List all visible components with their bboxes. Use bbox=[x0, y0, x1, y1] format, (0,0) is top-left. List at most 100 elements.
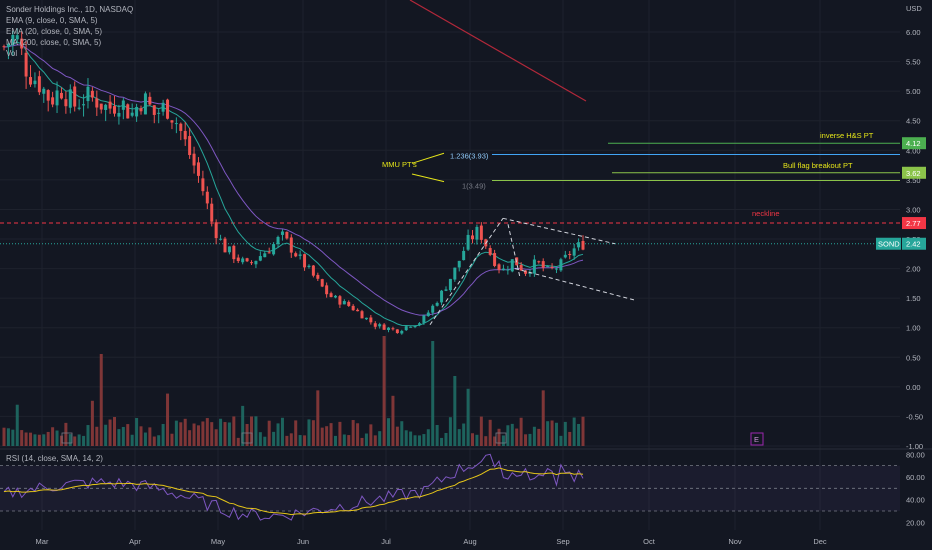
candle-up bbox=[417, 323, 421, 325]
annotations: inverse H&S PT Bull flag breakout PT neckl… bbox=[61, 131, 874, 446]
price-badge-value: 2.77 bbox=[906, 219, 921, 228]
candle-up bbox=[280, 231, 284, 235]
price-badge bbox=[902, 217, 926, 230]
ema-fast-line bbox=[3, 41, 584, 327]
candle-down bbox=[59, 92, 63, 99]
volume-bar bbox=[466, 388, 470, 446]
volume-bar bbox=[73, 436, 77, 446]
candle-up bbox=[276, 236, 280, 245]
candle-down bbox=[170, 120, 174, 123]
volume-bar bbox=[272, 431, 276, 446]
axes: USD6.005.505.004.504.003.503.002.502.001… bbox=[36, 4, 926, 546]
candle-down bbox=[99, 103, 103, 110]
candle-down bbox=[95, 98, 99, 108]
volume-bar bbox=[546, 421, 550, 446]
candle-up bbox=[307, 265, 311, 268]
volume-bar bbox=[320, 427, 324, 446]
time-tick-label: May bbox=[211, 537, 225, 546]
candle-down bbox=[37, 76, 41, 93]
volume-bar bbox=[104, 424, 108, 446]
volume-bar bbox=[170, 433, 174, 446]
volume-bar bbox=[338, 421, 342, 446]
candle-up bbox=[157, 112, 161, 114]
volume-bar bbox=[444, 432, 448, 446]
volume-bar bbox=[37, 434, 41, 446]
volume-bar bbox=[493, 436, 497, 446]
candle-down bbox=[356, 309, 360, 312]
volume-bar bbox=[298, 435, 302, 446]
rsi-tick-label: 60.00 bbox=[906, 473, 925, 482]
candle-up bbox=[546, 266, 550, 268]
candle-up bbox=[440, 290, 444, 303]
volume-bar bbox=[285, 435, 289, 446]
rsi-ma-line bbox=[3, 467, 584, 516]
legend-ema-slow[interactable]: EMA (20, close, 0, SMA, 5) bbox=[6, 27, 103, 36]
volume-bar bbox=[426, 429, 430, 446]
candle-up bbox=[435, 302, 439, 306]
candle-up bbox=[457, 260, 461, 268]
candle-up bbox=[453, 267, 457, 280]
volume-bar bbox=[276, 423, 280, 446]
volume-bar bbox=[196, 425, 200, 446]
level-lines bbox=[0, 142, 900, 245]
legend-title: Sonder Holdings Inc., 1D, NASDAQ bbox=[6, 5, 134, 14]
candle-down bbox=[2, 46, 6, 48]
legend-vol[interactable]: Vol bbox=[6, 49, 18, 58]
volume-bar bbox=[572, 417, 576, 446]
price-tick-label: 5.50 bbox=[906, 58, 921, 67]
indicator-legend: Sonder Holdings Inc., 1D, NASDAQ EMA (9,… bbox=[6, 4, 133, 59]
price-badge bbox=[902, 237, 926, 250]
candle-up bbox=[121, 100, 125, 110]
candle-up bbox=[444, 289, 448, 291]
volume-bar bbox=[64, 422, 68, 446]
volume-bar bbox=[409, 431, 413, 446]
volume-bar bbox=[24, 432, 28, 446]
candle-down bbox=[192, 153, 196, 166]
volume-bar bbox=[99, 354, 103, 446]
candle-up bbox=[378, 324, 382, 327]
time-tick-label: Aug bbox=[463, 537, 476, 546]
volume-bar bbox=[55, 430, 59, 446]
candle-up bbox=[409, 326, 413, 328]
volume-bar bbox=[245, 423, 249, 446]
mmu-arrow-up bbox=[411, 152, 445, 164]
volume-bar bbox=[515, 428, 519, 446]
candle-down bbox=[479, 225, 483, 240]
legend-ma[interactable]: MA (200, close, 0, SMA, 5) bbox=[6, 38, 102, 47]
candle-down bbox=[391, 328, 395, 330]
price-tick-label: 1.00 bbox=[906, 324, 921, 333]
candle-down bbox=[210, 203, 214, 222]
ema-slow-line bbox=[3, 44, 584, 316]
candle-up bbox=[135, 106, 139, 117]
rsi-legend[interactable]: RSI (14, close, SMA, 14, 2) bbox=[6, 454, 103, 463]
candle-up bbox=[82, 104, 86, 106]
candle-up bbox=[506, 269, 510, 271]
volume-bar bbox=[387, 418, 391, 446]
candle-up bbox=[130, 112, 134, 116]
candle-up bbox=[563, 254, 567, 258]
legend-ema-fast[interactable]: EMA (9, close, 0, SMA, 5) bbox=[6, 16, 98, 25]
volume-bar bbox=[15, 404, 19, 446]
candle-down bbox=[236, 257, 240, 262]
volume-bar bbox=[6, 428, 10, 446]
volume-bar bbox=[462, 423, 466, 446]
candle-up bbox=[572, 248, 576, 256]
volume-bar bbox=[400, 421, 404, 446]
candle-down bbox=[541, 261, 545, 268]
volume-bar bbox=[351, 420, 355, 446]
volume-bar bbox=[161, 423, 165, 446]
volume-bar bbox=[519, 417, 523, 446]
volume-bar bbox=[112, 417, 116, 446]
rsi-pane bbox=[0, 453, 900, 521]
candle-up bbox=[532, 259, 536, 274]
candle-up bbox=[528, 272, 532, 274]
candle-up bbox=[298, 254, 302, 256]
candle-down bbox=[325, 285, 329, 295]
candle-up bbox=[387, 327, 391, 331]
volume-bar bbox=[528, 433, 532, 446]
candle-down bbox=[329, 293, 333, 298]
flag-pattern-line bbox=[507, 224, 521, 278]
volume-bar bbox=[236, 437, 240, 446]
volume-bar bbox=[373, 435, 377, 446]
